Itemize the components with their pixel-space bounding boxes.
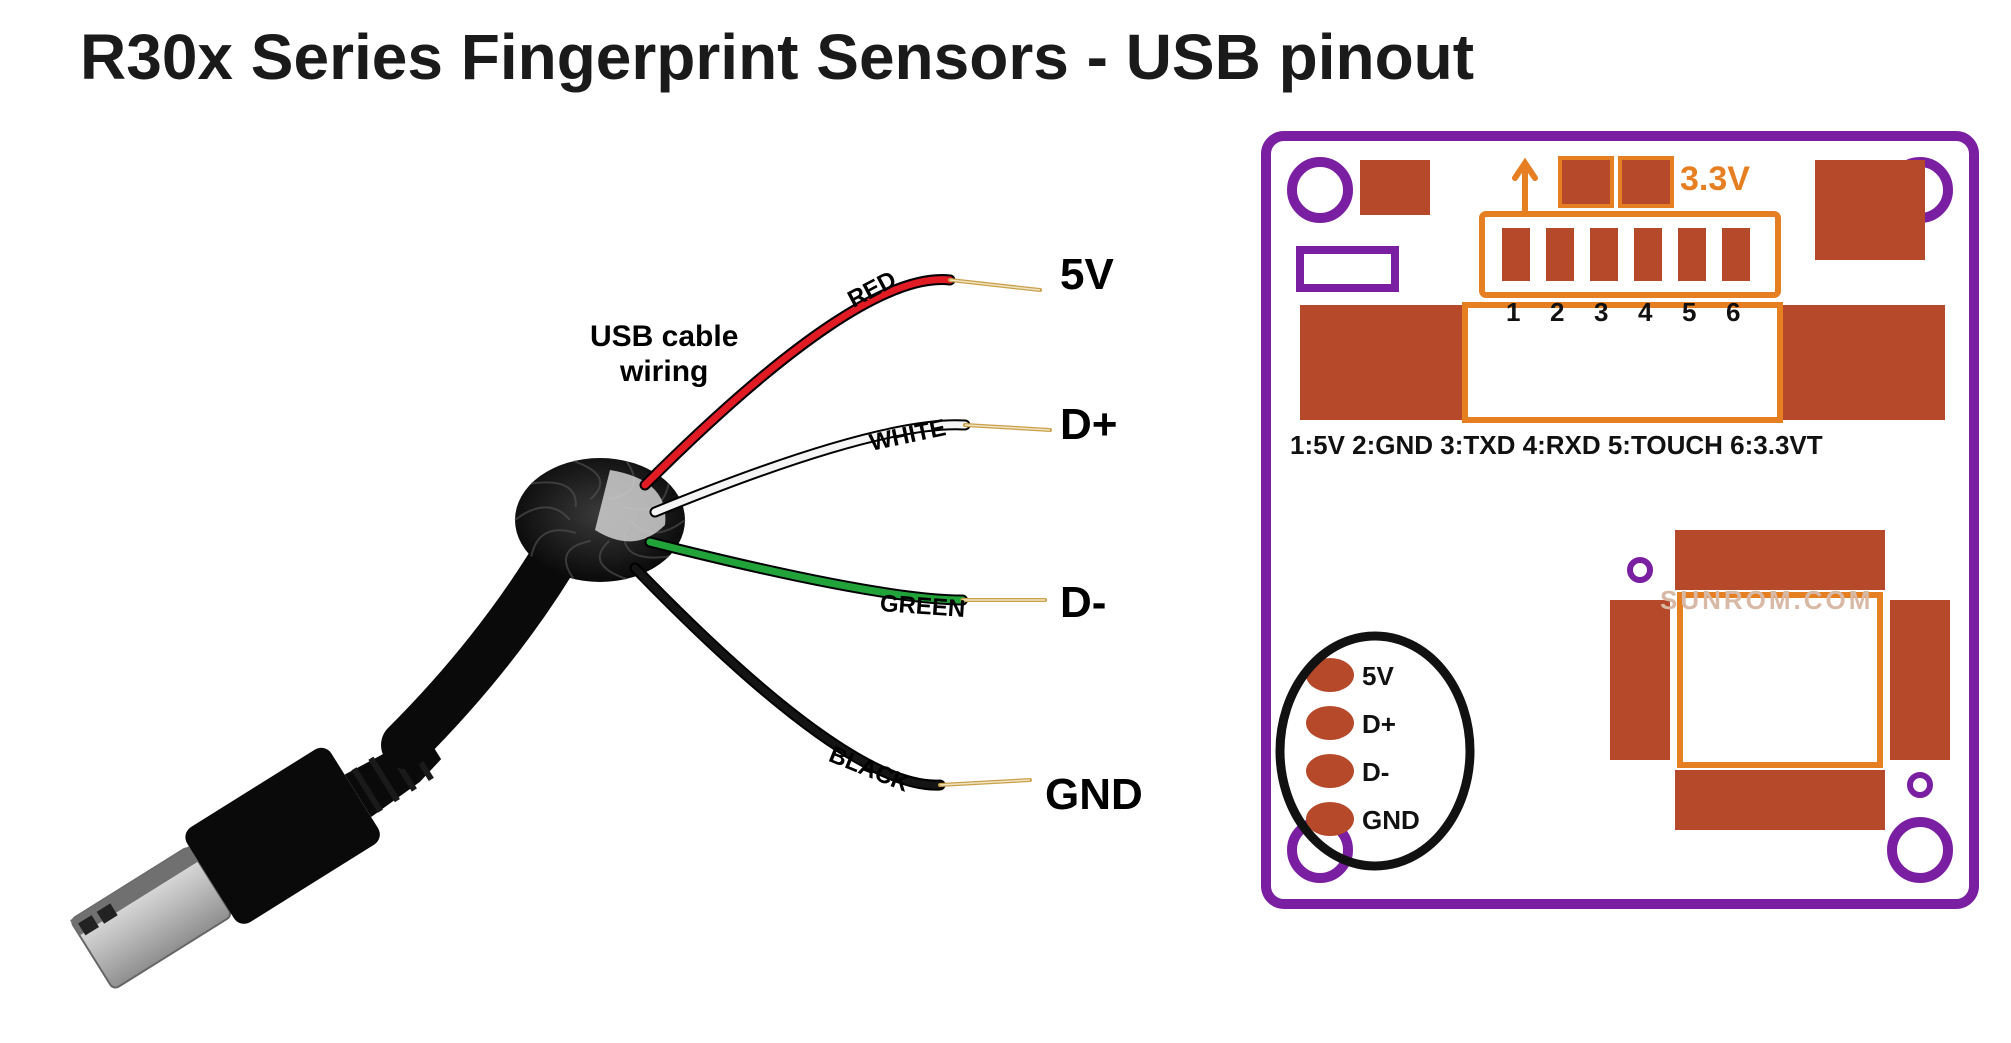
pcb-connector-legend: 1:5V 2:GND 3:TXD 4:RXD 5:TOUCH 6:3.3VT: [1290, 430, 1823, 461]
usb-caption: USB cable wiring: [590, 320, 738, 389]
pcb-diagram: [1260, 130, 1980, 910]
usb-pad-2: D-: [1362, 757, 1389, 788]
page: R30x Series Fingerprint Sensors - USB pi…: [0, 0, 2011, 1043]
signal-5v: 5V: [1060, 250, 1114, 300]
pcb-voltage-label: 3.3V: [1680, 160, 1750, 199]
usb-caption-line1: USB cable: [590, 320, 738, 353]
pcb-watermark: SUNROM.COM: [1660, 585, 1873, 616]
page-title: R30x Series Fingerprint Sensors - USB pi…: [80, 20, 1474, 94]
wirelabel-green: GREEN: [879, 590, 966, 624]
pcb-pin-1: 1: [1506, 297, 1520, 328]
usb-pad-3: GND: [1362, 805, 1420, 836]
pcb-pin-3: 3: [1594, 297, 1608, 328]
pcb-pin-2: 2: [1550, 297, 1564, 328]
signal-gnd: GND: [1045, 770, 1143, 820]
pcb-pin-6: 6: [1726, 297, 1740, 328]
pcb-pin-5: 5: [1682, 297, 1696, 328]
signal-dplus: D+: [1060, 400, 1117, 450]
usb-caption-line2: wiring: [620, 355, 708, 388]
usb-pad-0: 5V: [1362, 661, 1394, 692]
usb-pad-1: D+: [1362, 709, 1396, 740]
pcb-pin-4: 4: [1638, 297, 1652, 328]
signal-dminus: D-: [1060, 578, 1106, 628]
